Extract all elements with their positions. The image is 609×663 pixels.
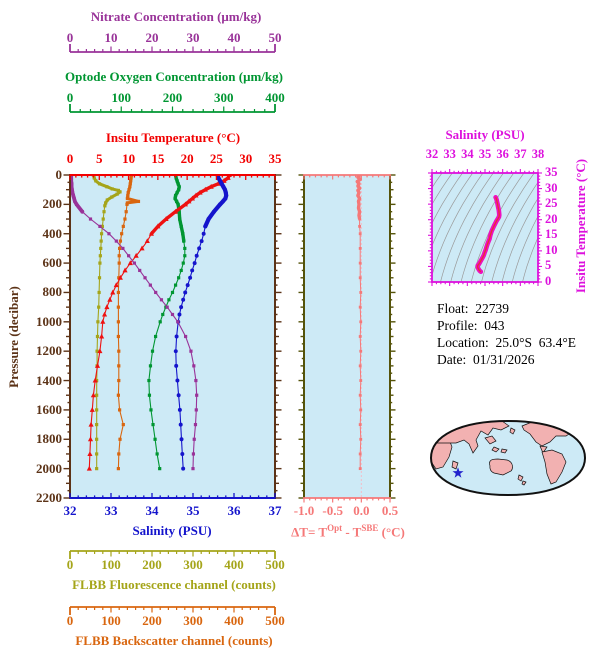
salinity-axis-title: Salinity (PSU)	[132, 523, 212, 538]
delta-t-label-part: ΔT= T	[291, 524, 328, 540]
tick-label: 33	[104, 503, 118, 518]
ts-curve	[475, 195, 502, 275]
tick-label: 10	[104, 30, 118, 45]
tick-label: 0.0	[353, 503, 370, 518]
tick-label: 400	[224, 557, 244, 572]
nitrate-axis-title: Nitrate Concentration (μm/kg)	[90, 9, 262, 24]
ts-salinity-title: Salinity (PSU)	[445, 127, 525, 142]
tick-label: 15	[151, 151, 165, 166]
tick-label: 25	[545, 196, 558, 211]
profile-curves	[69, 174, 232, 471]
tick-label: 32	[63, 503, 77, 518]
world-map	[429, 419, 587, 497]
temperature-axis-title: Insitu Temperature (°C)	[105, 130, 241, 145]
tick-label: 1400	[36, 372, 62, 388]
tick-label: 0	[545, 274, 552, 288]
tick-label: 35	[478, 147, 492, 161]
tick-label: 50	[268, 30, 282, 45]
tick-label: 300	[214, 90, 234, 105]
ts-temperature-title: Insitu Temperature (°C)	[573, 158, 588, 294]
oxygen-axis-title: Optode Oxygen Concentration (μm/kg)	[65, 69, 283, 84]
delta-t-label-part: (°C)	[378, 524, 405, 540]
tick-label: 0	[66, 557, 74, 572]
tick-label: 0	[66, 151, 74, 166]
delta-t-label-sup: SBE	[361, 523, 379, 533]
tick-label: -1.0	[293, 503, 315, 518]
tick-label: 0.5	[381, 503, 399, 518]
info-line-profile: Profile: 043	[437, 318, 505, 333]
tick-label: 5	[96, 151, 103, 166]
tick-label: 1200	[36, 343, 62, 359]
tick-label: 25	[209, 151, 223, 166]
delta-t-label-part: - T	[342, 524, 362, 540]
tick-label: 400	[42, 225, 63, 241]
backscatter-axis-title: FLBB Backscatter channel (counts)	[75, 633, 273, 648]
tick-label: 35	[268, 151, 282, 166]
tick-label: 38	[531, 147, 545, 161]
ts-isopycnal-contours	[432, 173, 538, 282]
tick-label: 34	[145, 503, 159, 518]
tick-label: 100	[101, 613, 121, 628]
tick-label: 300	[183, 613, 203, 628]
tick-label: 800	[42, 284, 63, 300]
tick-label: 30	[186, 30, 200, 45]
tick-label: 1000	[36, 313, 62, 329]
tick-label: 400	[265, 90, 285, 105]
fluorescence-axis-title: FLBB Fluorescence channel (counts)	[72, 577, 276, 592]
tick-label: -0.5	[322, 503, 343, 518]
tick-label: 0	[66, 613, 74, 628]
tick-label: 15	[545, 227, 558, 242]
tick-label: 35	[186, 503, 200, 518]
tick-label: 40	[227, 30, 241, 45]
tick-label: 32	[425, 147, 439, 161]
tick-label: 36	[496, 147, 509, 161]
tick-label: 600	[42, 255, 63, 271]
tick-label: 300	[183, 557, 203, 572]
tick-label: 30	[545, 180, 558, 195]
tick-label: 33	[443, 147, 456, 161]
tick-label: 0	[66, 30, 74, 45]
tick-label: 200	[142, 557, 162, 572]
float-location-star	[452, 467, 464, 478]
tick-label: 20	[180, 151, 194, 166]
tick-label: 20	[545, 211, 558, 226]
delta-t-curve	[355, 175, 363, 471]
delta-t-label-sup: Opt	[327, 523, 343, 533]
tick-label: 10	[122, 151, 136, 166]
tick-label: 2000	[36, 460, 62, 476]
delta-t-axis-title: ΔT= TOpt - TSBE (°C)	[291, 523, 405, 540]
tick-label: 100	[101, 557, 121, 572]
tick-label: 5	[545, 258, 552, 273]
tick-label: 2200	[36, 490, 62, 505]
tick-label: 0	[66, 90, 74, 105]
tick-label: 200	[42, 196, 63, 212]
tick-label: 34	[461, 147, 474, 161]
tick-label: 200	[162, 90, 183, 105]
tick-label: 37	[268, 503, 282, 518]
tick-label: 1600	[36, 401, 62, 417]
tick-label: 500	[265, 613, 285, 628]
tick-label: 200	[142, 613, 162, 628]
tick-label: 1800	[36, 431, 62, 447]
tick-label: 36	[227, 503, 241, 518]
tick-label: 500	[265, 557, 285, 572]
tick-label: 37	[514, 147, 527, 161]
tick-label: 20	[145, 30, 159, 45]
tick-label: 30	[239, 151, 253, 166]
info-line-float: Float: 22739	[437, 301, 510, 316]
tick-label: 400	[224, 613, 244, 628]
tick-label: 100	[111, 90, 132, 105]
tick-label: 35	[545, 165, 558, 179]
tick-label: 0	[55, 167, 63, 182]
info-line-location: Location: 25.0°S 63.4°E	[437, 335, 577, 350]
tick-label: 10	[545, 242, 558, 257]
info-line-date: Date: 01/31/2026	[437, 352, 535, 367]
